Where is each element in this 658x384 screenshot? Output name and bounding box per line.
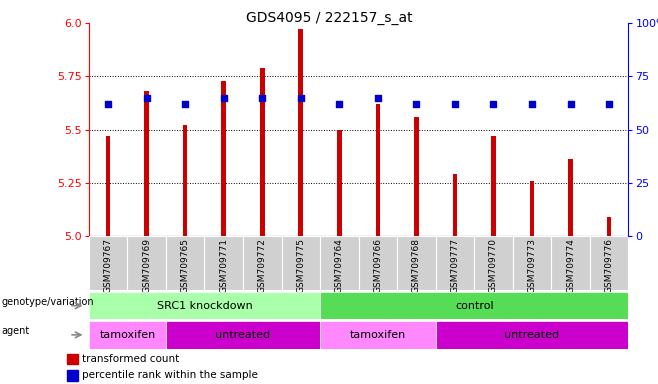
Text: GSM709769: GSM709769 <box>142 238 151 293</box>
Bar <box>67 354 78 364</box>
Point <box>565 101 576 107</box>
Bar <box>221 81 226 236</box>
Bar <box>128 236 166 290</box>
Text: GSM709770: GSM709770 <box>489 238 498 293</box>
Bar <box>299 30 303 236</box>
Text: agent: agent <box>1 326 30 336</box>
Text: GSM709773: GSM709773 <box>528 238 536 293</box>
Bar <box>569 159 573 236</box>
Bar <box>106 136 111 236</box>
Bar <box>359 236 397 290</box>
Text: GSM709767: GSM709767 <box>103 238 113 293</box>
Bar <box>551 236 590 290</box>
Point <box>141 94 152 101</box>
Point <box>334 101 345 107</box>
Bar <box>376 104 380 236</box>
Bar <box>320 321 436 349</box>
Text: GSM709774: GSM709774 <box>566 238 575 293</box>
Point <box>449 101 460 107</box>
Point <box>411 101 422 107</box>
Text: tamoxifen: tamoxifen <box>350 330 406 340</box>
Bar <box>436 236 474 290</box>
Text: GSM709771: GSM709771 <box>219 238 228 293</box>
Text: control: control <box>455 301 494 311</box>
Point <box>488 101 499 107</box>
Bar <box>530 181 534 236</box>
Bar <box>89 236 128 290</box>
Point <box>180 101 190 107</box>
Point <box>103 101 113 107</box>
Text: percentile rank within the sample: percentile rank within the sample <box>82 370 257 380</box>
Point <box>604 101 615 107</box>
Bar <box>320 292 628 319</box>
Text: GSM709776: GSM709776 <box>605 238 614 293</box>
Text: transformed count: transformed count <box>82 354 179 364</box>
Bar <box>474 236 513 290</box>
Bar <box>67 370 78 381</box>
Text: GSM709768: GSM709768 <box>412 238 421 293</box>
Point <box>218 94 229 101</box>
Bar <box>491 136 496 236</box>
Text: GSM709765: GSM709765 <box>181 238 190 293</box>
Bar <box>282 236 320 290</box>
Text: GSM709772: GSM709772 <box>258 238 266 293</box>
Bar <box>243 236 282 290</box>
Bar <box>513 236 551 290</box>
Point <box>527 101 538 107</box>
Bar <box>397 236 436 290</box>
Bar <box>590 236 628 290</box>
Text: tamoxifen: tamoxifen <box>99 330 155 340</box>
Bar <box>166 236 205 290</box>
Bar <box>183 125 188 236</box>
Bar <box>89 321 166 349</box>
Bar <box>436 321 628 349</box>
Point <box>295 94 306 101</box>
Bar <box>337 129 342 236</box>
Text: untreated: untreated <box>505 330 559 340</box>
Bar <box>144 91 149 236</box>
Bar <box>414 117 418 236</box>
Bar <box>607 217 611 236</box>
Bar <box>205 236 243 290</box>
Bar <box>453 174 457 236</box>
Text: GSM709764: GSM709764 <box>335 238 344 293</box>
Text: SRC1 knockdown: SRC1 knockdown <box>157 301 252 311</box>
Bar <box>166 321 320 349</box>
Text: GSM709766: GSM709766 <box>373 238 382 293</box>
Text: GDS4095 / 222157_s_at: GDS4095 / 222157_s_at <box>245 11 413 25</box>
Point <box>372 94 383 101</box>
Bar <box>89 292 320 319</box>
Text: GSM709775: GSM709775 <box>296 238 305 293</box>
Text: genotype/variation: genotype/variation <box>1 297 94 307</box>
Bar <box>320 236 359 290</box>
Point <box>257 94 268 101</box>
Text: GSM709777: GSM709777 <box>451 238 459 293</box>
Bar <box>260 68 265 236</box>
Text: untreated: untreated <box>215 330 270 340</box>
